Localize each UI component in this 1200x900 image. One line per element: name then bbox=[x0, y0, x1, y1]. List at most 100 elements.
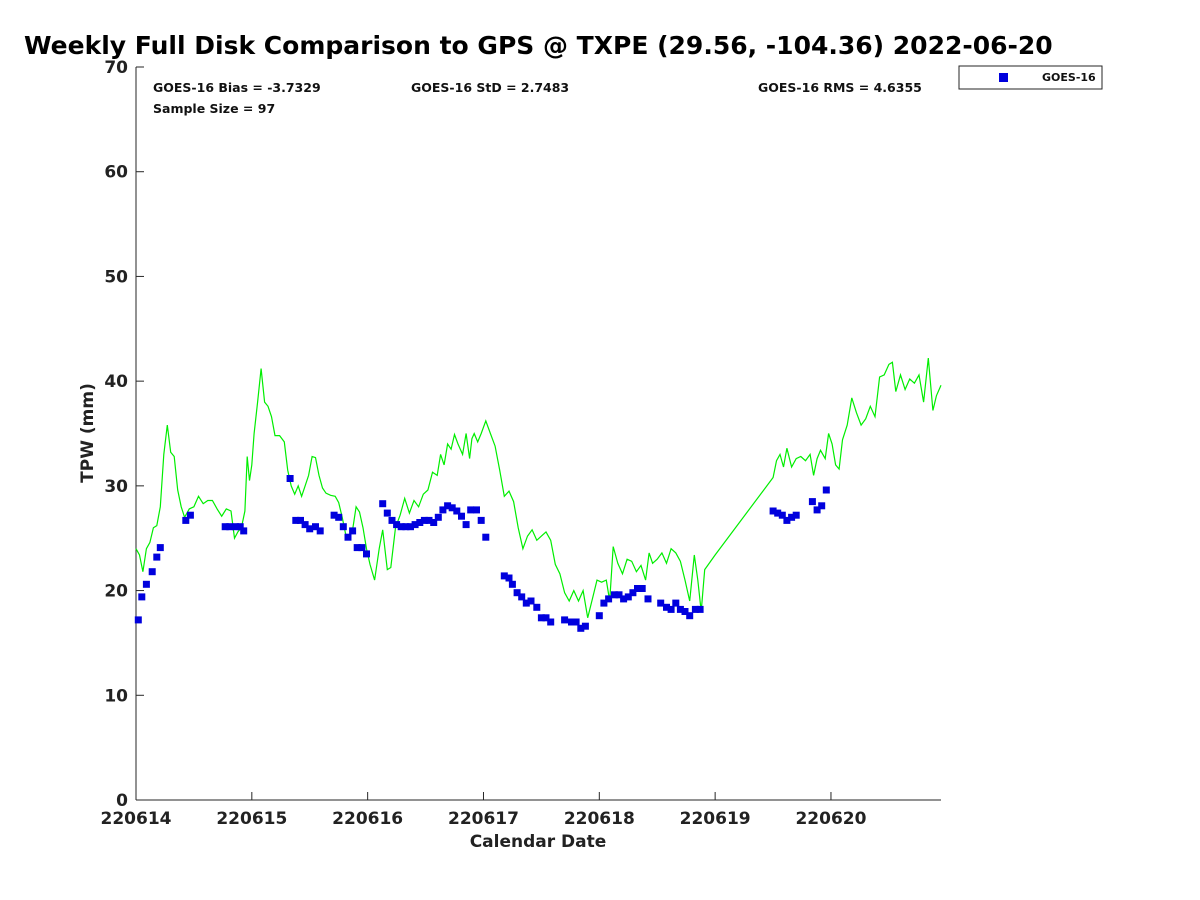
goes16-point bbox=[577, 624, 585, 632]
goes16-point bbox=[240, 527, 248, 535]
goes16-point bbox=[482, 533, 490, 541]
goes16-point bbox=[610, 591, 618, 599]
goes16-point bbox=[508, 580, 516, 588]
goes16-point bbox=[393, 521, 401, 529]
goes16-point bbox=[568, 618, 575, 626]
stats-annotations: GOES-16 Bias = -3.7329 GOES-16 StD = 2.7… bbox=[153, 80, 922, 116]
goes16-point bbox=[533, 603, 541, 611]
goes16-point bbox=[226, 523, 234, 531]
x-tick-label: 220616 bbox=[332, 809, 403, 829]
goes16-point bbox=[605, 595, 613, 603]
goes16-point bbox=[477, 516, 485, 524]
goes16-point bbox=[620, 595, 628, 603]
goes16-point bbox=[186, 511, 194, 519]
goes16-point bbox=[572, 618, 580, 626]
goes16-point bbox=[286, 475, 294, 482]
goes16-point bbox=[430, 519, 438, 526]
goes16-point bbox=[822, 486, 830, 494]
goes16-point bbox=[458, 512, 465, 520]
goes16-point bbox=[774, 509, 782, 517]
x-tick-label: 220619 bbox=[680, 809, 751, 829]
goes16-point bbox=[778, 511, 786, 519]
goes16-point bbox=[696, 605, 704, 613]
y-tick-label: 60 bbox=[104, 163, 128, 183]
y-tick-label: 50 bbox=[104, 267, 128, 287]
y-axis-label: TPW (mm) bbox=[78, 383, 98, 483]
goes16-point bbox=[676, 605, 684, 613]
goes16-point bbox=[407, 523, 414, 531]
legend-label: GOES-16 bbox=[1042, 71, 1096, 84]
goes16-point bbox=[236, 523, 244, 531]
goes16-point bbox=[537, 614, 545, 622]
goes16-point bbox=[411, 521, 419, 529]
goes16-point bbox=[615, 591, 623, 599]
goes16-point bbox=[358, 544, 366, 552]
goes16-point bbox=[153, 553, 161, 561]
goes16-point bbox=[634, 585, 641, 592]
y-tick-label: 10 bbox=[104, 686, 128, 706]
goes16-point bbox=[448, 504, 456, 512]
goes16-point bbox=[453, 507, 461, 515]
y-tick-label: 70 bbox=[104, 58, 128, 78]
goes16-point bbox=[221, 523, 229, 531]
goes16-point bbox=[439, 506, 447, 514]
goes16-point bbox=[349, 527, 357, 535]
goes16-point bbox=[379, 500, 387, 508]
goes16-point bbox=[462, 521, 470, 529]
goes16-point bbox=[788, 513, 796, 521]
goes16-point bbox=[581, 622, 589, 630]
goes16-point bbox=[769, 507, 777, 515]
goes16-point bbox=[522, 599, 530, 607]
y-ticks: 0 10 20 30 40 50 60 70 bbox=[104, 58, 144, 811]
goes16-point bbox=[383, 509, 391, 517]
y-tick-label: 40 bbox=[104, 372, 128, 392]
gps-tpw-line bbox=[135, 358, 942, 618]
goes16-point bbox=[339, 523, 347, 531]
goes16-point bbox=[292, 516, 300, 524]
x-ticks: 220614 220615 220616 220617 220618 220619 2206… bbox=[101, 792, 867, 829]
goes16-point bbox=[513, 589, 521, 597]
x-axis-label: Calendar Date bbox=[470, 832, 607, 852]
goes16-point bbox=[681, 608, 689, 615]
stat-std: GOES-16 StD = 2.7483 bbox=[411, 80, 569, 95]
goes16-point bbox=[657, 599, 665, 607]
goes16-point bbox=[420, 516, 428, 524]
goes16-point bbox=[663, 603, 670, 611]
goes16-point bbox=[397, 523, 405, 531]
y-tick-label: 30 bbox=[104, 477, 128, 497]
goes16-point bbox=[542, 614, 550, 622]
goes16-point bbox=[434, 513, 442, 521]
goes16-point bbox=[672, 599, 680, 607]
goes16-point bbox=[297, 516, 304, 524]
goes16-point bbox=[783, 516, 791, 524]
goes16-point bbox=[808, 498, 816, 506]
y-tick-label: 0 bbox=[116, 791, 128, 811]
plot-area bbox=[135, 67, 941, 801]
goes16-point bbox=[301, 521, 309, 529]
goes16-point bbox=[467, 506, 475, 514]
legend: GOES-16 bbox=[958, 65, 1103, 90]
x-tick-label: 220614 bbox=[101, 809, 172, 829]
goes16-point bbox=[335, 513, 343, 521]
stat-rms: GOES-16 RMS = 4.6355 bbox=[758, 80, 922, 95]
x-tick-label: 220618 bbox=[564, 809, 635, 829]
goes16-point bbox=[518, 593, 526, 601]
series-layer bbox=[134, 358, 942, 632]
goes16-point bbox=[629, 589, 637, 597]
goes16-point bbox=[232, 523, 240, 531]
y-tick-label: 20 bbox=[104, 582, 128, 602]
goes16-point bbox=[500, 572, 508, 580]
goes16-point bbox=[600, 599, 608, 607]
goes16-point bbox=[818, 502, 826, 510]
goes16-point bbox=[686, 612, 694, 620]
goes16-point bbox=[473, 506, 480, 514]
goes16-point bbox=[344, 533, 352, 541]
plot-background bbox=[136, 67, 941, 800]
goes16-point bbox=[156, 544, 164, 552]
goes16-point bbox=[363, 550, 370, 558]
goes16-point bbox=[691, 605, 699, 613]
goes16-point bbox=[813, 506, 821, 514]
x-tick-label: 220617 bbox=[448, 809, 519, 829]
goes16-point bbox=[142, 580, 150, 588]
goes16-point bbox=[667, 605, 675, 613]
